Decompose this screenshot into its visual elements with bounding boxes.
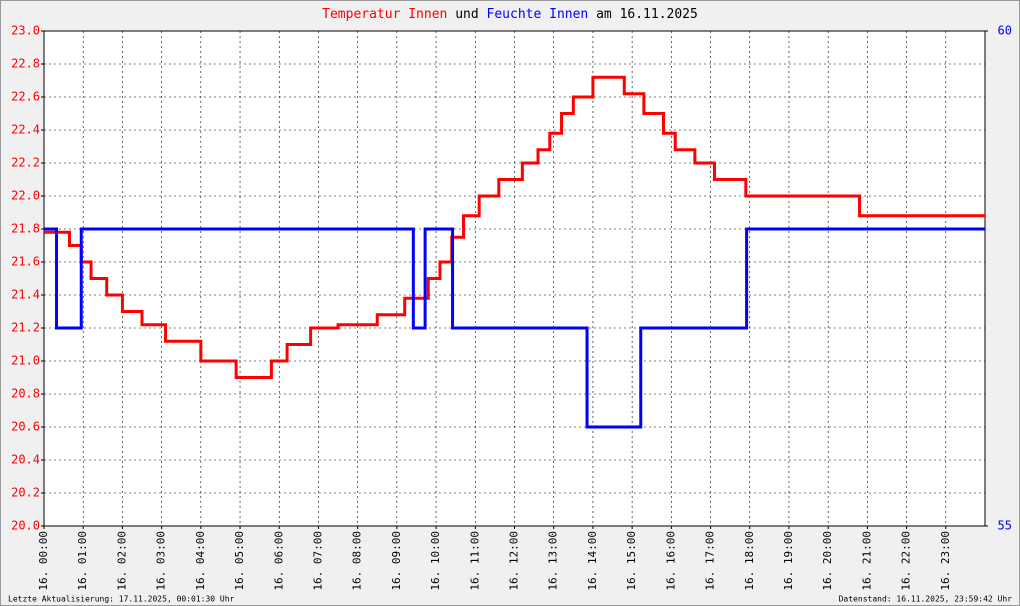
series-line	[44, 227, 985, 429]
x-tick-label: 16. 02:00	[115, 531, 128, 591]
x-tick-label: 16. 12:00	[508, 531, 521, 591]
y-tick-label: 21.0	[11, 354, 40, 368]
x-tick-label: 16. 17:00	[704, 531, 717, 591]
x-tick-label: 16. 21:00	[860, 531, 873, 591]
x-tick-label: 16. 22:00	[900, 531, 913, 591]
y2-tick-label: 55	[998, 519, 1012, 533]
y-tick-label: 22.8	[11, 57, 40, 71]
x-tick-label: 16. 07:00	[311, 531, 324, 591]
title-part: am 16.11.2025	[596, 7, 698, 22]
x-tick-label: 16. 00:00	[37, 531, 50, 591]
footer-left: Letzte Aktualisierung: 17.11.2025, 00:01…	[8, 595, 235, 604]
x-tick-label: 16. 19:00	[782, 531, 795, 591]
y-tick-label: 22.0	[11, 189, 40, 203]
footer-right: Datenstand: 16.11.2025, 23:59:42 Uhr	[839, 595, 1013, 604]
y-tick-label: 20.2	[11, 486, 40, 500]
x-tick-label: 16. 08:00	[351, 531, 364, 591]
y-tick-label: 23.0	[11, 24, 40, 38]
y-tick-label: 20.4	[11, 453, 40, 467]
y-tick-label: 20.6	[11, 420, 40, 434]
chart-title: Temperatur Innen und Feuchte Innen am 16…	[322, 7, 698, 22]
y-tick-label: 21.8	[11, 222, 40, 236]
x-tick-label: 16. 01:00	[76, 531, 89, 591]
x-tick-label: 16. 06:00	[272, 531, 285, 591]
y-tick-label: 20.0	[11, 519, 40, 533]
y-tick-label: 21.2	[11, 321, 40, 335]
x-tick-label: 16. 15:00	[625, 531, 638, 591]
title-part: Feuchte Innen	[487, 7, 589, 22]
title-part: Temperatur Innen	[322, 7, 447, 22]
y2-tick-label: 60	[998, 24, 1012, 38]
x-tick-label: 16. 03:00	[155, 531, 168, 591]
x-tick-label: 16. 20:00	[821, 531, 834, 591]
x-tick-label: 16. 11:00	[468, 531, 481, 591]
x-tick-label: 16. 09:00	[390, 531, 403, 591]
y-tick-label: 22.4	[11, 123, 40, 137]
x-tick-label: 16. 16:00	[664, 531, 677, 591]
x-tick-label: 16. 18:00	[743, 531, 756, 591]
x-tick-label: 16. 13:00	[547, 531, 560, 591]
x-tick-label: 16. 23:00	[939, 531, 952, 591]
y-tick-label: 21.4	[11, 288, 40, 302]
y-tick-label: 22.2	[11, 156, 40, 170]
y-tick-label: 21.6	[11, 255, 40, 269]
x-tick-label: 16. 14:00	[586, 531, 599, 591]
plot-area	[44, 31, 985, 526]
title-part: und	[455, 7, 478, 22]
x-tick-label: 16. 10:00	[429, 531, 442, 591]
y-tick-label: 22.6	[11, 90, 40, 104]
y-tick-label: 20.8	[11, 387, 40, 401]
x-tick-label: 16. 05:00	[233, 531, 246, 591]
x-tick-label: 16. 04:00	[194, 531, 207, 591]
